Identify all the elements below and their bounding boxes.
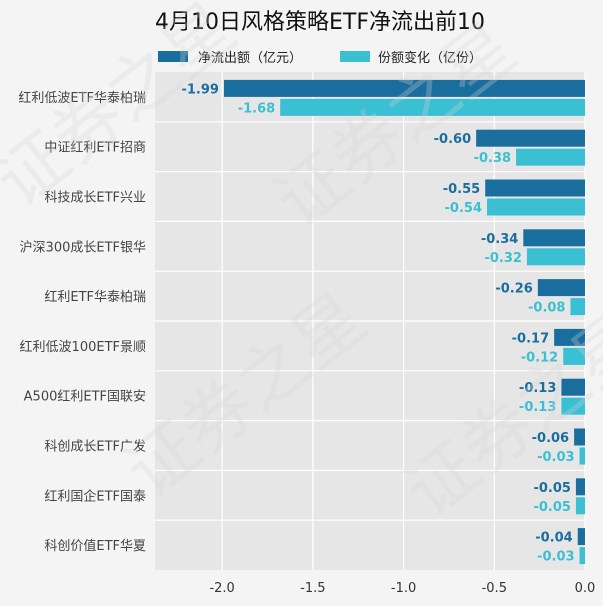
value-label-net-outflow: -0.13: [519, 381, 556, 396]
value-label-net-outflow: -1.99: [181, 82, 218, 97]
value-label-net-outflow: -0.06: [532, 431, 569, 446]
category-labels: 红利低波ETF华泰柏瑞中证红利ETF招商科技成长ETF兴业沪深300成长ETF银…: [18, 90, 146, 554]
value-label-share-change: -0.32: [484, 251, 521, 266]
bar-share-change: [575, 497, 585, 515]
value-label-net-outflow: -0.55: [443, 182, 480, 197]
value-label-net-outflow: -0.26: [495, 282, 532, 297]
value-label-share-change: -1.68: [238, 101, 275, 116]
value-label-net-outflow: -0.34: [481, 232, 518, 247]
bar-net-outflow: [223, 79, 586, 97]
x-tick-label: -1.5: [300, 581, 325, 596]
category-label: 科技成长ETF兴业: [44, 191, 146, 206]
category-label: 红利低波100ETF景顺: [20, 339, 146, 355]
bar-share-change: [516, 148, 585, 166]
bar-net-outflow: [537, 279, 585, 297]
bar-share-change: [487, 198, 585, 216]
bar-net-outflow: [485, 179, 585, 197]
bar-net-outflow: [574, 428, 585, 446]
value-label-share-change: -0.03: [537, 550, 574, 565]
x-tick-labels: -2.0 -1.5 -1.0 -0.5 0.0: [209, 581, 595, 596]
value-label-net-outflow: -0.05: [533, 481, 570, 496]
bar-net-outflow: [554, 328, 585, 346]
bars: [223, 79, 586, 565]
value-label-share-change: -0.13: [519, 400, 556, 415]
legend-label-share-change: 份额变化（亿份）: [378, 50, 482, 66]
x-tick-label: -1.0: [391, 581, 416, 596]
value-label-net-outflow: -0.17: [512, 331, 549, 346]
value-label-net-outflow: -0.04: [535, 531, 572, 546]
category-label: 科创成长ETF广发: [44, 439, 146, 455]
x-tick-label: -0.5: [482, 581, 507, 596]
bar-net-outflow: [577, 528, 585, 546]
category-label: 红利ETF华泰柏瑞: [44, 289, 146, 305]
category-label: 红利低波ETF华泰柏瑞: [18, 90, 146, 106]
value-labels: -1.99 -1.68 -0.60-0.38 -0.55 -0.54 -0.34 -0.32…: [181, 82, 574, 564]
value-label-share-change: -0.12: [521, 350, 558, 365]
legend-label-net-outflow: 净流出额（亿元）: [198, 51, 302, 66]
bar-share-change: [526, 248, 585, 266]
value-label-share-change: -0.54: [445, 201, 482, 216]
x-tick-label: 0.0: [575, 581, 596, 596]
legend: 净流出额（亿元） 份额变化（亿份）: [158, 50, 482, 66]
category-label: 沪深300成长ETF银华: [20, 239, 146, 255]
bar-share-change: [579, 547, 585, 565]
chart-title: 4月10日风格策略ETF净流出前10: [155, 10, 485, 35]
bar-net-outflow: [523, 229, 585, 247]
value-label-share-change: -0.38: [474, 151, 511, 166]
value-label-share-change: -0.03: [537, 450, 574, 465]
legend-swatch-share-change: [340, 51, 370, 62]
category-label: 中证红利ETF招商: [44, 140, 146, 156]
legend-swatch-net-outflow: [158, 51, 188, 62]
bar-net-outflow: [575, 478, 585, 496]
value-label-share-change: -0.08: [528, 301, 565, 316]
bar-net-outflow: [561, 378, 585, 396]
category-label: A500红利ETF国联安: [24, 389, 146, 405]
gridlines: [155, 72, 586, 570]
category-label: 红利国企ETF国泰: [44, 488, 146, 504]
category-label: 科创价值ETF华夏: [44, 538, 146, 554]
value-label-share-change: -0.05: [533, 500, 570, 515]
bar-share-change: [563, 347, 585, 365]
bar-share-change: [561, 397, 585, 415]
value-label-net-outflow: -0.60: [434, 132, 471, 147]
bar-share-change: [579, 447, 585, 465]
x-tick-label: -2.0: [209, 581, 234, 596]
bar-share-change: [280, 98, 585, 116]
bar-net-outflow: [476, 129, 585, 147]
bar-share-change: [570, 298, 585, 316]
